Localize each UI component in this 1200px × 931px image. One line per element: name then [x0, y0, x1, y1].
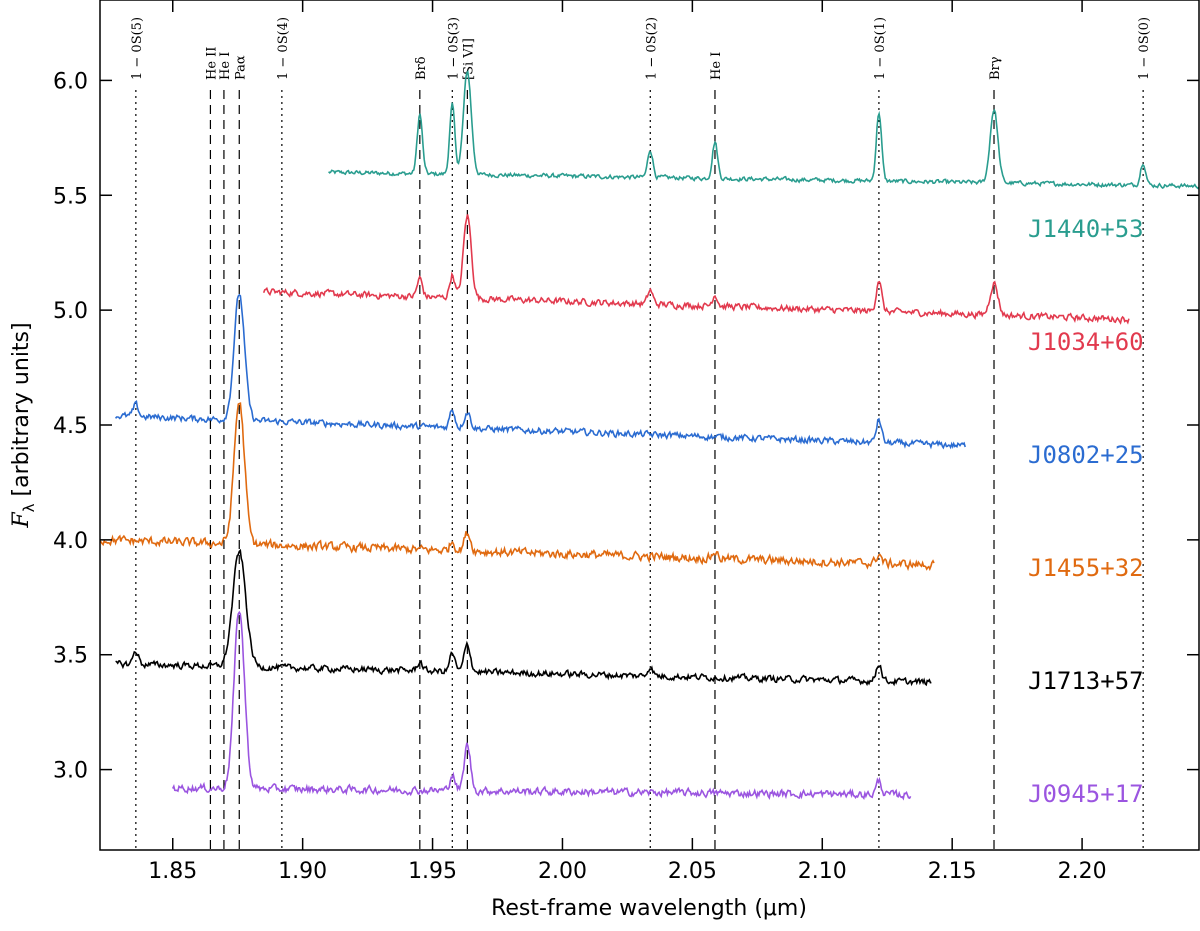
- x-tick-label: 1.90: [278, 859, 327, 884]
- x-tick-label: 2.20: [1058, 859, 1107, 884]
- series-line-j1034+60: [262, 214, 1130, 325]
- reference-line-label: He I: [709, 52, 724, 80]
- plot-frame: [99, 0, 1200, 851]
- series-label-j1455+32: J1455+32: [1028, 554, 1144, 582]
- reference-line-label: 1 − 0S(0): [1137, 17, 1152, 80]
- series-line-j1713+57: [115, 548, 932, 687]
- y-tick-label: 3.5: [53, 644, 88, 669]
- series-label-j0802+25: J0802+25: [1028, 441, 1144, 469]
- y-axis-symbol: F: [9, 512, 34, 529]
- y-tick-label: 3.0: [53, 759, 88, 784]
- series-label-j1440+53: J1440+53: [1028, 215, 1144, 243]
- reference-line-label: [Si VI]: [461, 38, 476, 80]
- x-tick-label: 2.00: [538, 859, 587, 884]
- spectra-series: [99, 69, 1200, 801]
- y-tick-label: 5.0: [53, 299, 88, 324]
- reference-line-label: 1 − 0S(2): [644, 17, 659, 80]
- y-tick-label: 4.5: [53, 414, 88, 439]
- y-axis-label: Fλ [arbitrary units]: [9, 322, 38, 528]
- x-axis-ticks: 1.85 1.90 1.95 2.00 2.05 2.10 2.15 2.20: [148, 0, 1107, 884]
- y-axis-text: [arbitrary units]: [9, 322, 34, 503]
- reference-line-label: 1 − 0S(1): [873, 17, 888, 80]
- reference-line-label: He I: [218, 52, 233, 80]
- series-label-j1034+60: J1034+60: [1028, 328, 1144, 356]
- reference-line-label: He II: [204, 47, 219, 80]
- reference-line-label: Brγ: [988, 56, 1003, 80]
- x-axis-label: Rest-frame wavelength (μm): [491, 896, 807, 921]
- series-line-j0945+17: [171, 610, 912, 801]
- series-line-j1440+53: [328, 69, 1200, 190]
- x-tick-label: 2.15: [928, 859, 977, 884]
- y-tick-label: 4.0: [53, 529, 88, 554]
- y-tick-label: 6.0: [53, 69, 88, 94]
- reference-line-label: 1 − 0S(4): [276, 17, 291, 80]
- series-label-j1713+57: J1713+57: [1028, 667, 1144, 695]
- y-axis-ticks: 3.0 3.5 4.0 4.5 5.0 5.5 6.0: [53, 69, 1199, 784]
- reference-line-label: Brδ: [414, 56, 429, 80]
- series-line-j1455+32: [99, 402, 935, 572]
- x-tick-label: 2.05: [668, 859, 717, 884]
- reference-line-label: Paα: [233, 55, 248, 80]
- y-tick-label: 5.5: [53, 184, 88, 209]
- series-labels: J1440+53 J1034+60 J0802+25 J1455+32 J1713+57…: [1028, 215, 1144, 808]
- series-label-j0945+17: J0945+17: [1028, 780, 1144, 808]
- x-tick-label: 1.95: [408, 859, 457, 884]
- series-line-j0802+25: [114, 293, 966, 450]
- y-axis-subscript: λ: [20, 503, 38, 512]
- reference-line-label: 1 − 0S(3): [446, 17, 461, 80]
- x-tick-label: 1.85: [148, 859, 197, 884]
- reference-line-label: 1 − 0S(5): [130, 17, 145, 80]
- x-tick-label: 2.10: [798, 859, 847, 884]
